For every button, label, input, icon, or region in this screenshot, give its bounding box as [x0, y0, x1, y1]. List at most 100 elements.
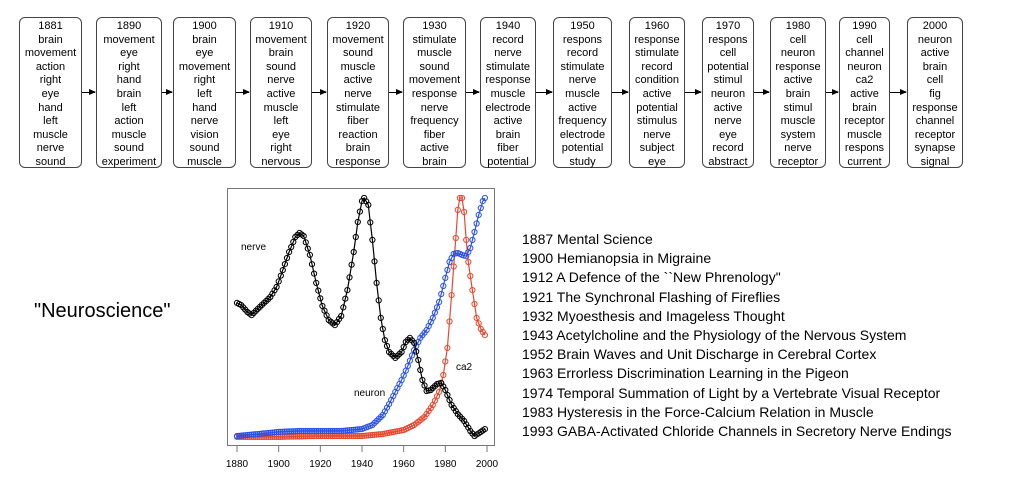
- arrow-icon: [612, 89, 629, 95]
- topic-word: record: [712, 142, 744, 155]
- query-title: "Neuroscience": [34, 300, 171, 322]
- topic-word: fiber: [347, 115, 369, 128]
- data-point-ca2: [456, 194, 463, 202]
- data-point-nerve: [275, 278, 282, 285]
- topic-word: sound: [189, 142, 220, 155]
- data-point-nerve: [344, 287, 351, 294]
- topic-word: neuron: [710, 87, 746, 100]
- topic-word: nerve: [420, 101, 449, 114]
- x-tick-label: 1900: [268, 459, 291, 470]
- topic-word: active: [642, 87, 672, 100]
- topic-box: 1950 respons record stimulate nerve muscle act…: [553, 17, 612, 168]
- data-point-nerve: [342, 295, 349, 302]
- data-point-nerve: [427, 386, 434, 394]
- topic-word: stimulate: [412, 33, 457, 46]
- data-point-neuron: [256, 430, 263, 437]
- topic-word: cell: [789, 33, 807, 46]
- data-point-nerve: [346, 274, 353, 281]
- data-point-neuron: [288, 428, 295, 435]
- data-point-neuron: [325, 427, 332, 435]
- data-point-neuron: [244, 431, 251, 439]
- data-point-neuron: [302, 427, 309, 435]
- data-point-neuron: [263, 430, 270, 437]
- data-point-nerve: [481, 426, 488, 433]
- topic-word: left: [197, 87, 212, 100]
- topic-word: fig: [929, 87, 941, 100]
- data-point-neuron: [308, 427, 316, 435]
- data-point-neuron: [406, 357, 413, 364]
- topic-word: sound: [343, 47, 373, 60]
- topic-word: record: [492, 33, 524, 46]
- data-point-neuron: [265, 429, 272, 437]
- arrow-icon: [536, 89, 553, 95]
- data-point-ca2: [373, 431, 380, 438]
- topic-word: respons: [708, 33, 748, 46]
- topic-box: 1940 record nerve stimulate response muscle el…: [480, 17, 536, 168]
- data-point-neuron: [290, 428, 297, 435]
- topic-word: response: [775, 60, 821, 73]
- topic-word: active: [420, 142, 449, 155]
- data-point-ca2: [367, 432, 374, 439]
- data-point-nerve: [381, 337, 388, 344]
- topic-word: synapse: [914, 142, 956, 155]
- series-nerve: [233, 194, 488, 440]
- data-point-neuron: [327, 427, 334, 435]
- data-point-neuron: [338, 427, 345, 435]
- data-point-ca2: [475, 320, 482, 327]
- data-point-neuron: [294, 428, 301, 435]
- topic-word: fiber: [497, 142, 519, 155]
- data-point-neuron: [442, 274, 449, 281]
- data-point-ca2: [454, 206, 461, 213]
- topic-word: nerve: [494, 47, 522, 60]
- x-tick-label: 1880: [226, 459, 249, 470]
- x-tick-label: 1940: [351, 459, 374, 470]
- data-point-neuron: [248, 431, 255, 438]
- data-point-nerve: [413, 348, 420, 355]
- arrow-icon: [466, 89, 480, 95]
- topic-word: stimul: [713, 74, 743, 87]
- data-point-ca2: [477, 325, 484, 332]
- series-label-ca2: ca2: [456, 362, 473, 373]
- data-point-ca2: [446, 318, 453, 325]
- data-point-neuron: [250, 431, 257, 438]
- data-point-nerve: [417, 366, 424, 374]
- data-point-neuron: [300, 427, 307, 435]
- data-point-neuron: [404, 362, 411, 370]
- data-point-nerve: [367, 219, 374, 226]
- data-point-ca2: [444, 344, 451, 351]
- paper-item: 1921 The Synchronal Flashing of Fireflie…: [522, 288, 781, 305]
- data-point-neuron: [333, 427, 341, 435]
- topic-word: record: [566, 47, 599, 60]
- topic-box: 1970 respons cell potential stimul neuron acti…: [702, 17, 754, 168]
- topic-box: 1881 brain movement action right eye hand left m…: [19, 17, 82, 168]
- topic-word: response: [634, 33, 680, 46]
- topic-word: stimulate: [560, 60, 605, 73]
- topic-box: 1960 response stimulate record condition acti…: [629, 17, 685, 168]
- topic-word: abstract: [708, 155, 748, 168]
- data-point-ca2: [458, 194, 466, 202]
- topic-word: nerve: [714, 115, 742, 128]
- data-point-nerve: [356, 208, 363, 215]
- topic-year: 1920: [345, 20, 371, 32]
- data-point-neuron: [275, 428, 282, 435]
- data-point-nerve: [444, 391, 451, 399]
- topic-word: neuron: [847, 60, 882, 73]
- topic-word: stimulate: [634, 47, 680, 60]
- data-point-neuron: [471, 228, 478, 236]
- topic-word: stimulate: [335, 101, 381, 114]
- data-point-nerve: [308, 261, 316, 268]
- topic-year: 1990: [852, 20, 877, 32]
- data-point-nerve: [340, 304, 347, 311]
- paper-list: 1887 Mental Science 1900 Hemianopsia in M…: [522, 230, 952, 441]
- data-point-ca2: [481, 332, 488, 339]
- topic-year: 1881: [38, 20, 63, 32]
- topic-word: channel: [915, 115, 955, 128]
- data-point-nerve: [302, 239, 309, 246]
- paper-item: 1887 Mental Science: [522, 231, 653, 247]
- data-point-neuron: [346, 427, 353, 434]
- data-point-neuron: [473, 220, 480, 227]
- topic-word: study: [569, 155, 596, 168]
- topic-word: eye: [272, 128, 290, 141]
- topic-word: eye: [648, 155, 666, 168]
- topic-year: 1940: [495, 20, 521, 32]
